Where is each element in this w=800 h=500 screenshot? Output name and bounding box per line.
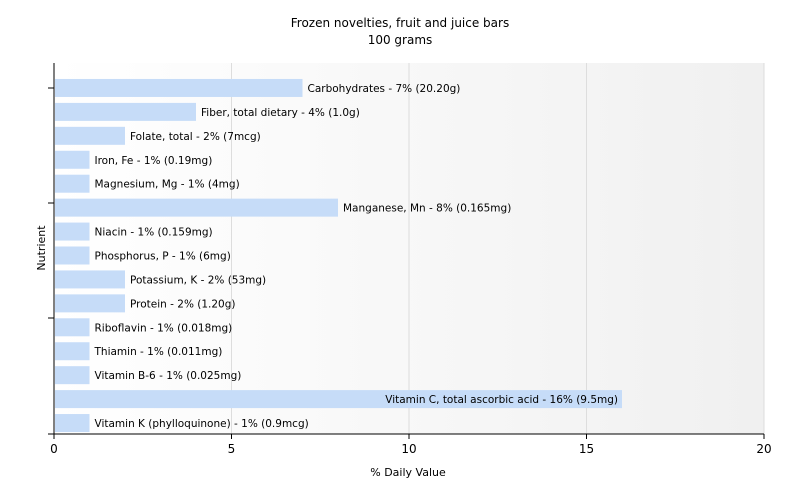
bar-label: Niacin - 1% (0.159mg) (95, 227, 213, 239)
bar (55, 126, 125, 145)
bar-label: Thiamin - 1% (0.011mg) (94, 346, 223, 358)
bar-label: Folate, total - 2% (7mcg) (130, 131, 261, 143)
bar (55, 294, 125, 313)
bar (55, 222, 90, 241)
x-tick-label: 5 (228, 442, 236, 456)
chart-subtitle: 100 grams (368, 33, 433, 47)
bar (55, 150, 90, 169)
bar-label: Vitamin K (phylloquinone) - 1% (0.9mcg) (95, 418, 309, 430)
x-tick-label: 20 (756, 442, 771, 456)
x-tick-label: 15 (579, 442, 594, 456)
bar (55, 246, 90, 265)
bar-label: Carbohydrates - 7% (20.20g) (308, 83, 461, 95)
bar-label: Iron, Fe - 1% (0.19mg) (95, 155, 213, 167)
y-axis-label: Nutrient (35, 225, 48, 271)
bar (55, 102, 196, 121)
bar (55, 390, 622, 409)
bar (55, 198, 338, 217)
chart-title: Frozen novelties, fruit and juice bars (291, 16, 509, 30)
grid-lines (231, 63, 765, 434)
x-ticks: 0 5 10 15 20 (50, 434, 772, 456)
bar-label: Vitamin C, total ascorbic acid - 16% (9.… (385, 394, 618, 406)
bar (55, 342, 90, 361)
x-tick-label: 0 (50, 442, 58, 456)
bar (55, 318, 90, 337)
bars: Carbohydrates - 7% (20.20g) Fiber, total … (55, 78, 622, 433)
bar-label: Vitamin B-6 - 1% (0.025mg) (95, 370, 242, 382)
bar-label: Riboflavin - 1% (0.018mg) (95, 322, 233, 334)
bar-label: Phosphorus, P - 1% (6mg) (95, 251, 231, 263)
bar (55, 78, 303, 97)
bar (55, 366, 90, 385)
bar-label: Protein - 2% (1.20g) (130, 298, 236, 310)
bar (55, 414, 90, 433)
bar (55, 270, 125, 289)
x-axis-label: % Daily Value (370, 466, 446, 479)
bar-label: Fiber, total dietary - 4% (1.0g) (201, 107, 360, 119)
bar-label: Manganese, Mn - 8% (0.165mg) (343, 203, 511, 215)
bar-label: Magnesium, Mg - 1% (4mg) (95, 179, 240, 191)
x-tick-label: 10 (401, 442, 416, 456)
bar (55, 174, 90, 193)
bar-label: Potassium, K - 2% (53mg) (130, 274, 266, 286)
